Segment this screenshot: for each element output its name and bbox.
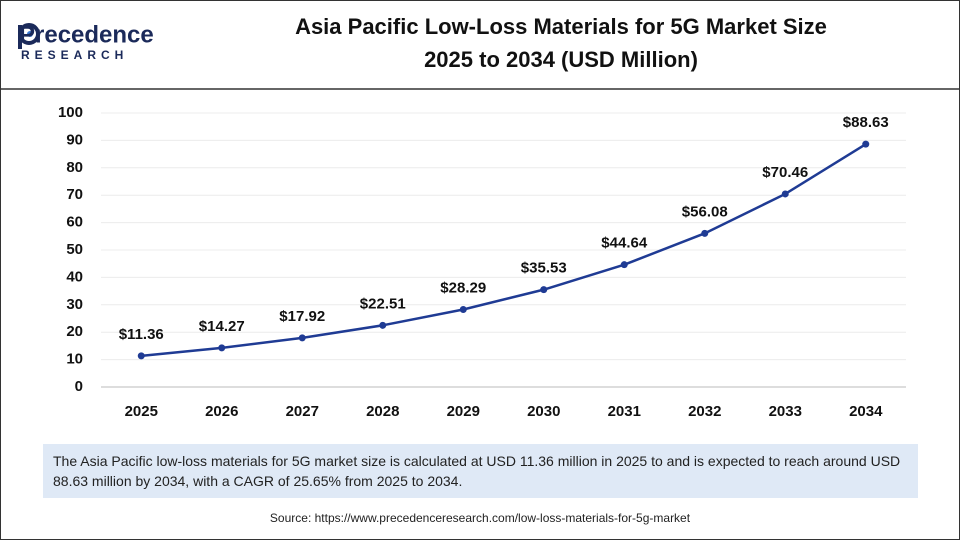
point <box>218 344 226 352</box>
point <box>620 261 628 269</box>
x-tick-label: 2027 <box>286 403 319 420</box>
data-label: $35.53 <box>521 260 567 277</box>
point <box>379 321 387 329</box>
x-tick-label: 2028 <box>366 403 399 420</box>
point <box>701 229 709 237</box>
logo-icon <box>18 23 40 49</box>
y-tick-label: 100 <box>58 104 83 121</box>
chart: Precedence RESEARCH Asia Pacific Low-Los… <box>1 14 959 420</box>
x-tick-label: 2031 <box>608 403 641 420</box>
y-tick-label: 50 <box>66 241 83 258</box>
x-tick-label: 2034 <box>849 403 883 420</box>
chart-title: Asia Pacific Low-Loss Materials for 5G M… <box>295 14 827 39</box>
y-tick-label: 80 <box>66 159 83 176</box>
y-tick-label: 60 <box>66 214 83 231</box>
y-tick-label: 10 <box>66 351 83 368</box>
data-label: $17.92 <box>279 308 325 325</box>
data-label: $70.46 <box>762 164 808 181</box>
logo-name: Precedence <box>19 21 154 48</box>
data-label: $11.36 <box>119 326 164 343</box>
logo-sub: RESEARCH <box>21 48 128 62</box>
point <box>862 140 870 148</box>
y-tick-label: 0 <box>75 378 83 395</box>
data-label: $88.63 <box>843 114 889 131</box>
point <box>137 352 145 360</box>
x-tick-label: 2033 <box>769 403 802 420</box>
source: Source: https://www.precedenceresearch.c… <box>269 511 691 525</box>
description: The Asia Pacific low-loss materials for … <box>43 444 918 498</box>
y-tick-label: 40 <box>66 268 83 285</box>
line <box>141 143 867 358</box>
x-tick-label: 2025 <box>125 403 158 420</box>
x-tick-label: 2029 <box>447 403 480 420</box>
point <box>459 305 467 313</box>
y-tick-label: 20 <box>66 323 83 340</box>
x-tick-label: 2030 <box>527 403 560 420</box>
data-label: $22.51 <box>360 295 406 312</box>
chart-subtitle: 2025 to 2034 (USD Million) <box>424 47 698 72</box>
data-label: $28.29 <box>440 279 486 296</box>
point <box>298 334 306 342</box>
x-tick-label: 2032 <box>688 403 721 420</box>
y-tick-label: 30 <box>66 296 83 313</box>
point <box>540 286 548 294</box>
point <box>781 190 789 198</box>
y-tick-label: 70 <box>66 186 83 203</box>
data-label: $56.08 <box>682 203 728 220</box>
data-label: $44.64 <box>601 235 648 252</box>
x-tick-label: 2026 <box>205 403 238 420</box>
data-label: $14.27 <box>199 318 245 335</box>
y-tick-label: 90 <box>66 131 83 148</box>
